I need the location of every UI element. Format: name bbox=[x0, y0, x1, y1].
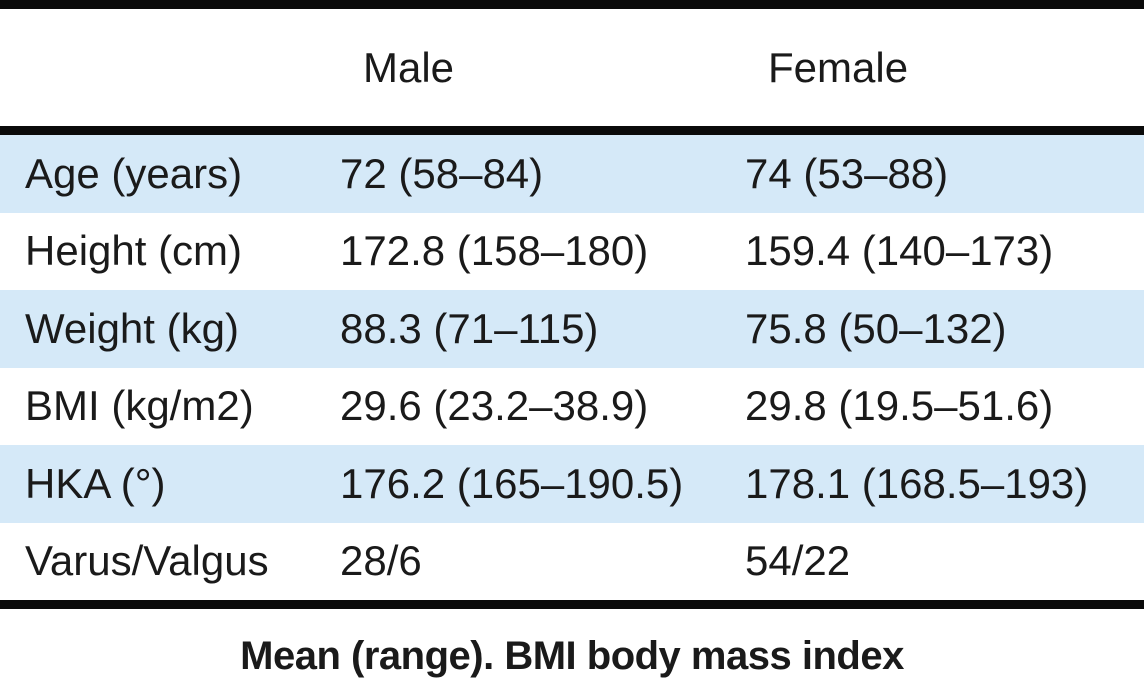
row-label: HKA (°) bbox=[25, 459, 166, 507]
male-value: 72 (58–84) bbox=[340, 149, 544, 197]
table-row-weight: Weight (kg) 88.3 (71–115) 75.8 (50–132) bbox=[0, 290, 1144, 368]
row-label: Age (years) bbox=[25, 149, 243, 197]
table-footnote: Mean (range). BMI body mass index bbox=[240, 633, 904, 678]
female-value: 159.4 (140–173) bbox=[745, 227, 1054, 275]
table-row-age: Age (years) 72 (58–84) 74 (53–88) bbox=[0, 135, 1144, 213]
female-value: 178.1 (168.5–193) bbox=[745, 459, 1089, 507]
header-rule bbox=[0, 126, 1144, 135]
table-row-hka: HKA (°) 176.2 (165–190.5) 178.1 (168.5–1… bbox=[0, 445, 1144, 523]
female-value: 74 (53–88) bbox=[745, 149, 949, 197]
male-value: 176.2 (165–190.5) bbox=[340, 459, 684, 507]
table-row-height: Height (cm) 172.8 (158–180) 159.4 (140–1… bbox=[0, 213, 1144, 291]
male-value: 29.6 (23.2–38.9) bbox=[340, 382, 649, 430]
female-value: 75.8 (50–132) bbox=[745, 304, 1007, 352]
column-header-male: Male bbox=[363, 43, 455, 91]
female-value: 54/22 bbox=[745, 537, 851, 585]
table-row-varus-valgus: Varus/Valgus 28/6 54/22 bbox=[0, 523, 1144, 601]
row-label: BMI (kg/m2) bbox=[25, 382, 254, 430]
row-label: Weight (kg) bbox=[25, 304, 239, 352]
table-header-row: Male Female bbox=[0, 9, 1144, 126]
table-row-bmi: BMI (kg/m2) 29.6 (23.2–38.9) 29.8 (19.5–… bbox=[0, 368, 1144, 446]
male-value: 172.8 (158–180) bbox=[340, 227, 649, 275]
row-label: Height (cm) bbox=[25, 227, 243, 275]
top-rule bbox=[0, 0, 1144, 9]
female-value: 29.8 (19.5–51.6) bbox=[745, 382, 1054, 430]
male-value: 28/6 bbox=[340, 537, 422, 585]
row-label: Varus/Valgus bbox=[25, 537, 269, 585]
male-value: 88.3 (71–115) bbox=[340, 304, 599, 352]
column-header-female: Female bbox=[768, 43, 909, 91]
table-body: Age (years) 72 (58–84) 74 (53–88) Height… bbox=[0, 135, 1144, 600]
bottom-rule bbox=[0, 600, 1144, 609]
